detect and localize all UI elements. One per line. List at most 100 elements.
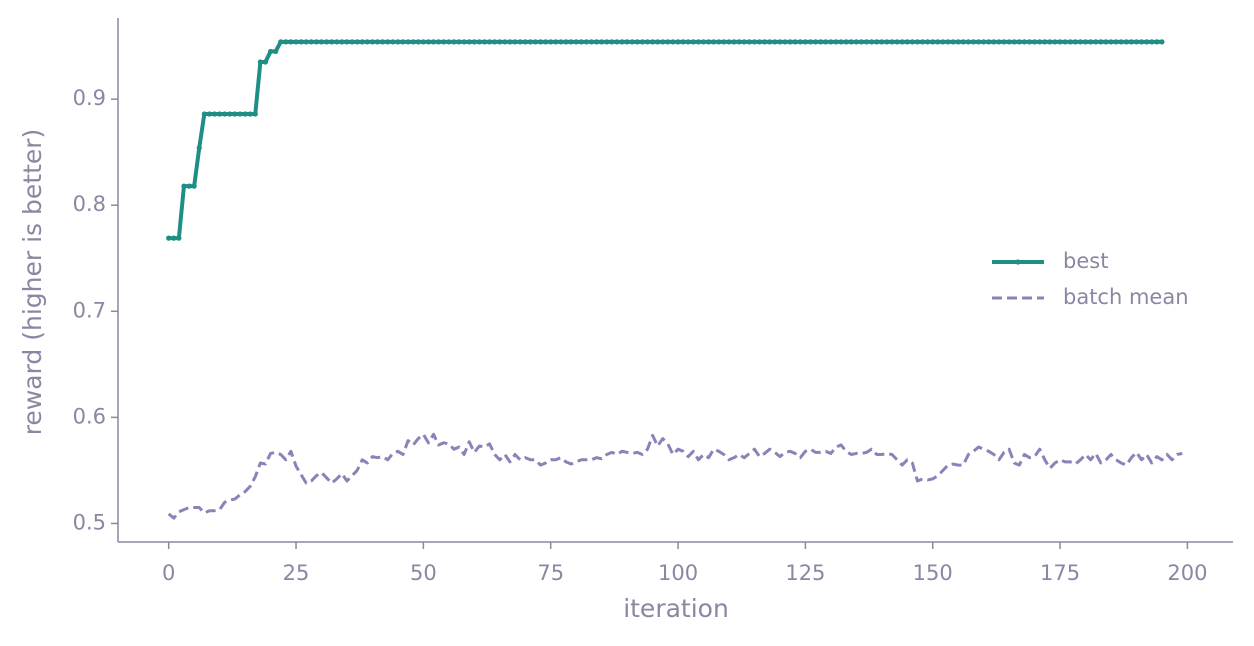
point xyxy=(879,39,885,45)
point xyxy=(848,39,854,45)
point xyxy=(1133,39,1140,45)
point xyxy=(186,183,192,189)
point xyxy=(797,39,803,45)
point xyxy=(323,39,330,45)
point xyxy=(211,111,218,117)
point xyxy=(273,48,279,55)
point xyxy=(609,39,615,45)
point xyxy=(894,39,900,45)
x-tick-label: 25 xyxy=(283,561,310,585)
point xyxy=(201,111,207,117)
x-tick-label: 50 xyxy=(410,561,437,585)
point xyxy=(1011,39,1017,45)
point xyxy=(593,39,600,45)
point xyxy=(476,39,482,45)
point xyxy=(191,183,197,189)
point xyxy=(527,39,533,45)
point xyxy=(578,39,584,45)
point xyxy=(1113,39,1119,45)
point xyxy=(441,39,447,45)
point xyxy=(945,39,951,45)
point xyxy=(456,39,462,45)
point xyxy=(471,39,477,45)
point xyxy=(369,39,376,45)
point xyxy=(1057,39,1063,45)
point xyxy=(451,39,457,45)
point xyxy=(512,39,518,45)
point xyxy=(812,39,819,45)
point xyxy=(1103,39,1109,45)
point xyxy=(385,39,391,45)
point xyxy=(863,39,870,45)
point xyxy=(746,39,752,45)
point xyxy=(1077,39,1084,45)
point xyxy=(889,39,895,45)
point xyxy=(614,39,620,45)
point xyxy=(237,111,243,117)
point xyxy=(176,235,182,241)
point xyxy=(278,39,284,45)
point xyxy=(925,39,931,45)
point xyxy=(364,39,370,45)
point xyxy=(853,39,859,45)
point xyxy=(1149,39,1155,45)
point xyxy=(736,39,742,45)
point xyxy=(308,39,314,45)
point xyxy=(1098,39,1104,45)
point xyxy=(558,39,564,45)
point xyxy=(649,39,656,45)
point xyxy=(1123,39,1129,45)
y-tick-label: 0.9 xyxy=(73,86,106,110)
point xyxy=(655,39,661,45)
point xyxy=(950,39,956,45)
point xyxy=(909,39,915,45)
x-tick-label: 0 xyxy=(162,561,175,585)
point xyxy=(807,39,814,45)
point xyxy=(869,39,875,45)
point xyxy=(899,39,905,45)
legend-label: batch mean xyxy=(1063,285,1189,309)
point xyxy=(502,39,508,45)
point xyxy=(1037,39,1043,45)
point xyxy=(695,39,702,45)
point xyxy=(787,39,793,45)
point xyxy=(1144,39,1150,45)
point xyxy=(415,39,421,45)
point xyxy=(563,39,569,45)
point xyxy=(675,39,681,45)
point xyxy=(1067,39,1073,45)
point xyxy=(828,39,834,45)
point xyxy=(1093,39,1099,45)
point xyxy=(497,39,503,45)
point xyxy=(222,111,228,117)
line-0 xyxy=(168,39,1162,241)
point xyxy=(986,39,992,45)
point xyxy=(293,39,299,45)
point xyxy=(553,39,559,45)
point xyxy=(262,59,269,65)
point xyxy=(537,39,544,45)
point xyxy=(772,39,778,45)
point xyxy=(762,39,768,45)
point xyxy=(858,39,865,45)
point xyxy=(1026,39,1033,45)
point xyxy=(792,39,798,45)
point xyxy=(1032,39,1038,45)
point xyxy=(700,39,707,45)
point xyxy=(624,39,630,45)
point xyxy=(532,39,539,45)
point xyxy=(1021,39,1028,45)
point xyxy=(1154,39,1160,45)
y-tick-label: 0.6 xyxy=(73,404,106,428)
point xyxy=(1052,39,1058,45)
x-tick-label: 200 xyxy=(1167,561,1207,585)
point xyxy=(919,39,926,45)
legend-marker xyxy=(1015,259,1021,265)
point xyxy=(446,39,452,45)
x-tick-label: 125 xyxy=(785,561,825,585)
point xyxy=(767,39,773,45)
point xyxy=(380,39,386,45)
point xyxy=(619,39,625,45)
point xyxy=(1042,39,1048,45)
point xyxy=(166,235,172,241)
